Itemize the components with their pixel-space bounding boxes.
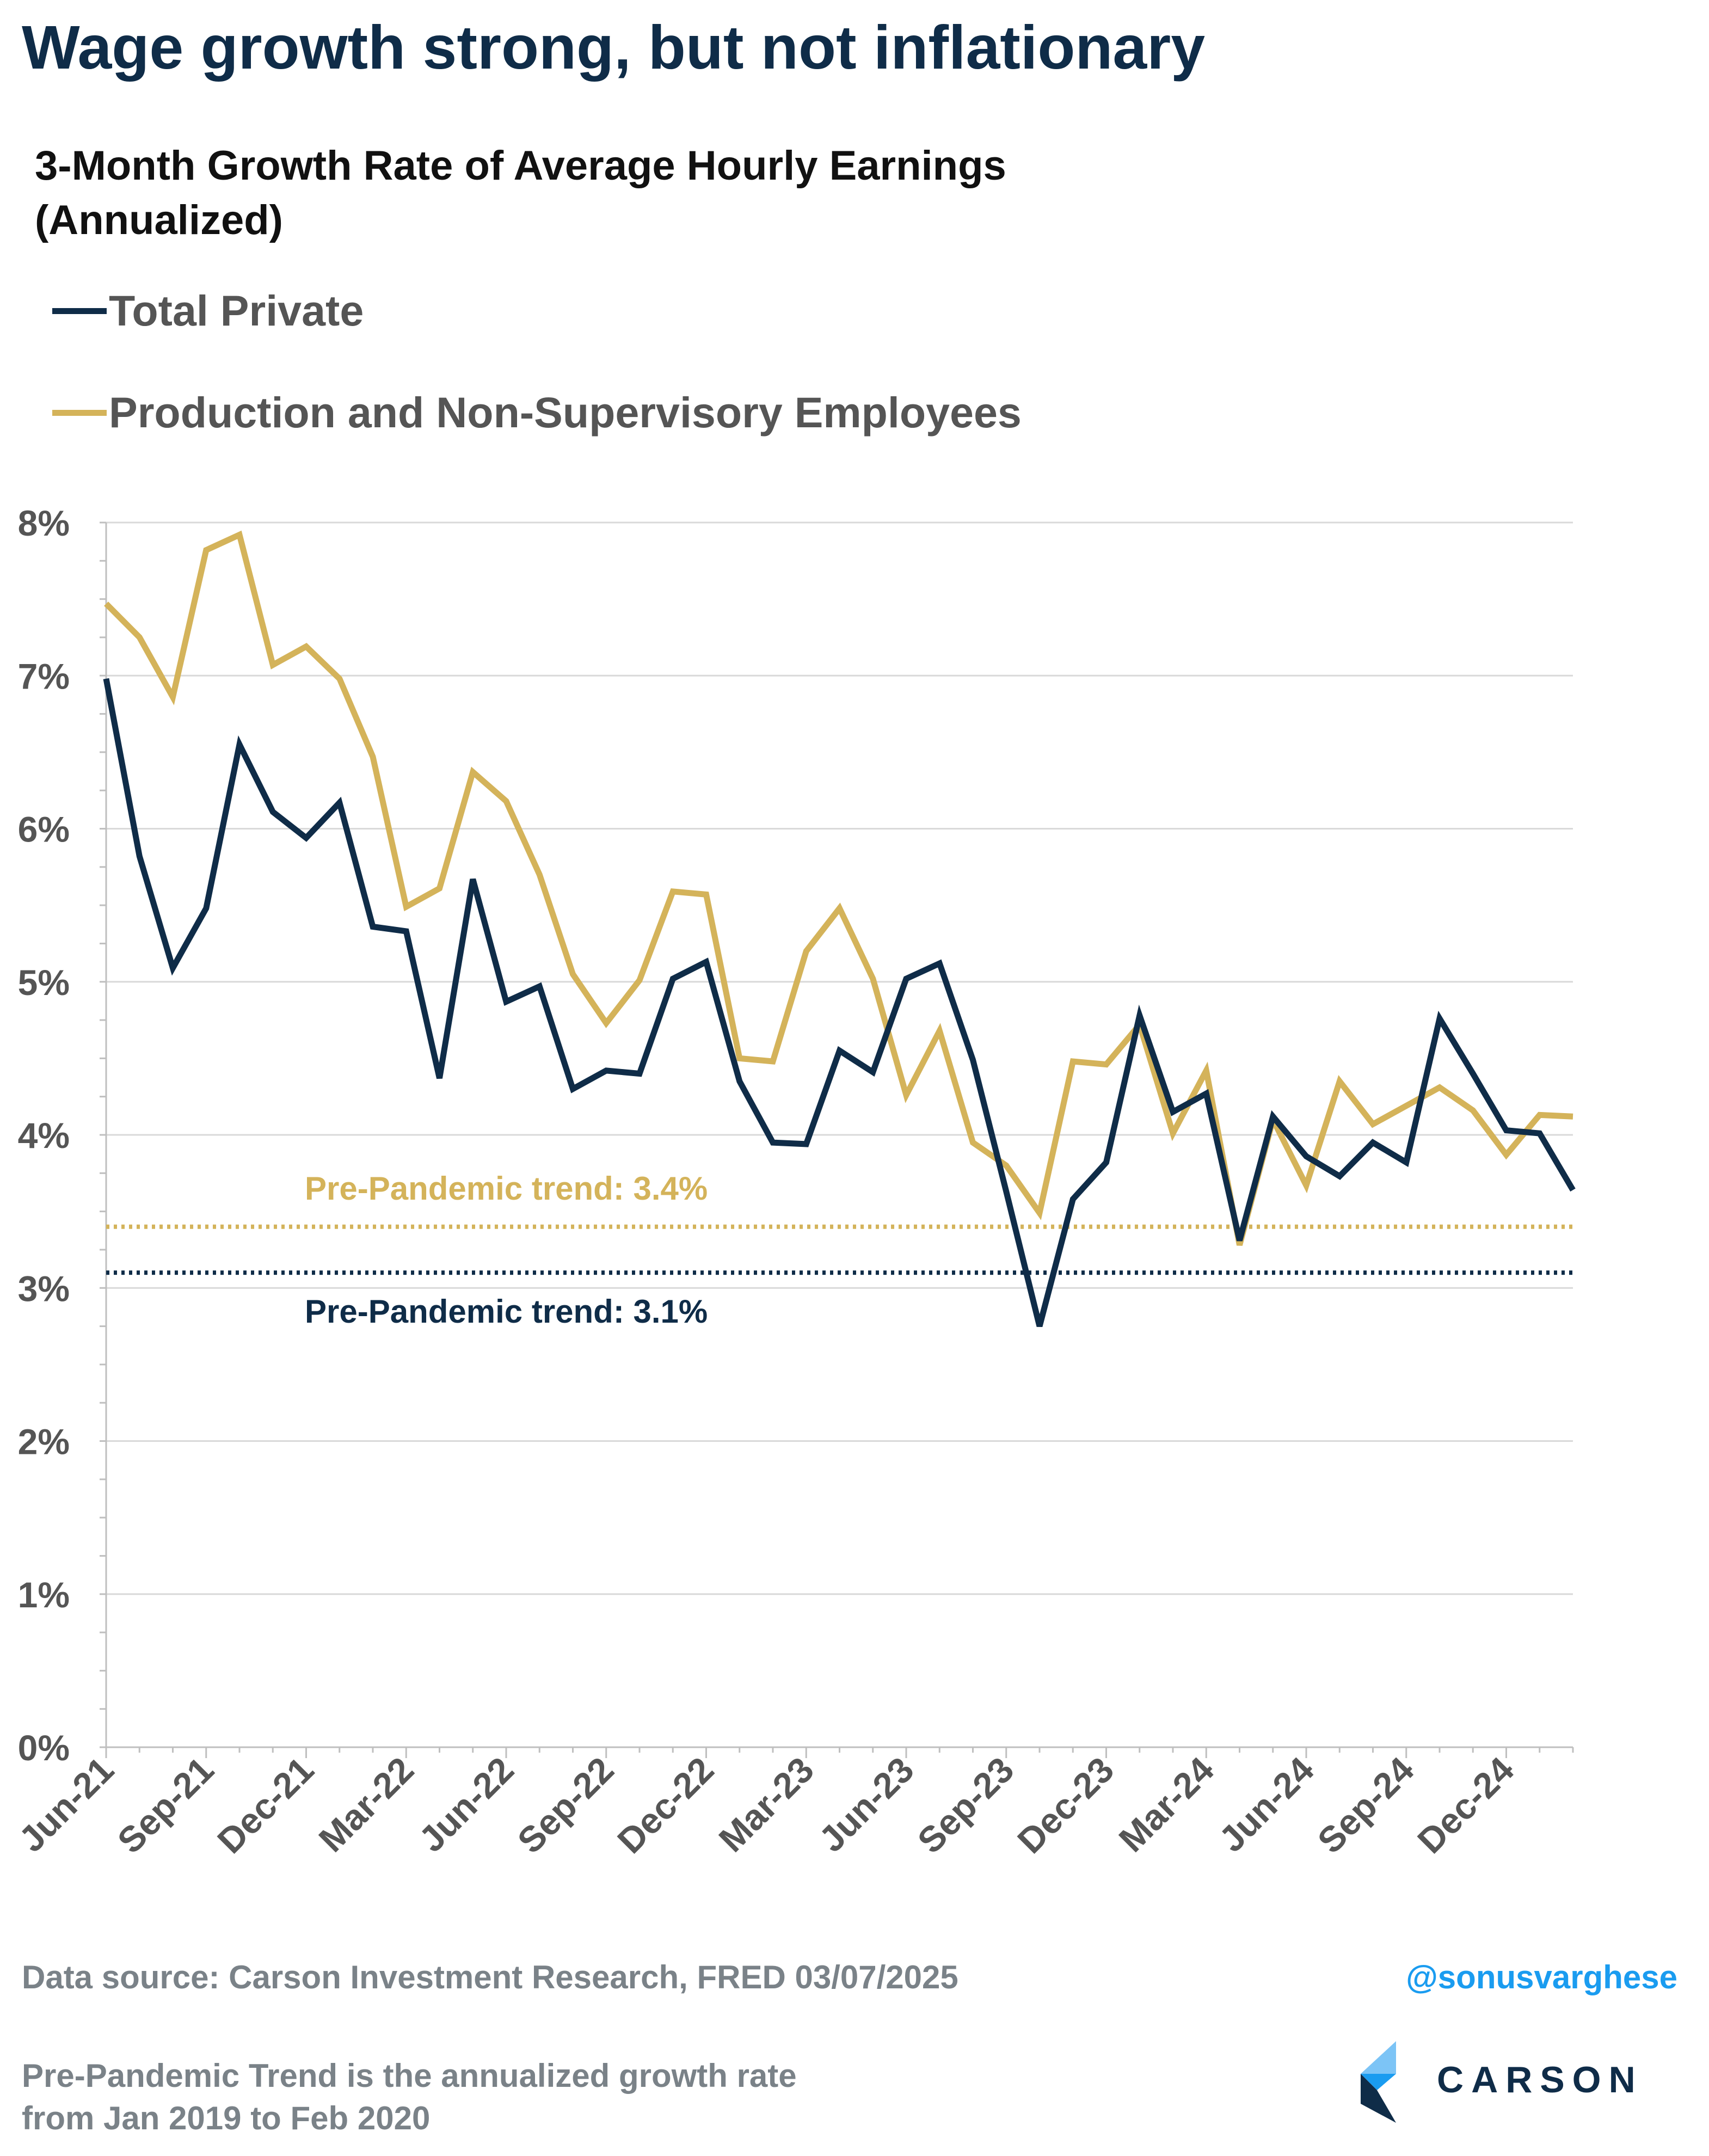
carson-logo: CARSON [1355,2036,1660,2128]
legend-swatch-production [52,409,107,416]
series-line-total-private [103,678,1576,1327]
series-lines [103,530,1576,1327]
tick-labels: 0%1%2%3%4%5%6%7%8%Jun-21Sep-21Dec-21Mar-… [11,503,1521,1861]
x-tick-label: Sep-24 [1310,1749,1422,1861]
x-tick-label: Sep-21 [109,1749,221,1861]
x-tick-label: Jun-23 [811,1749,921,1860]
data-source: Data source: Carson Investment Research,… [22,1959,958,1995]
reference-line-label: Pre-Pandemic trend: 3.4% [305,1170,708,1207]
chart-subtitle: 3-Month Growth Rate of Average Hourly Ea… [35,139,1006,248]
series-line-production [104,530,1573,1246]
grid-lines [106,521,1573,1595]
chart-title-line2: (Annualized) [35,197,283,243]
carson-wordmark: CARSON [1437,2059,1643,2100]
axes [100,521,1574,1758]
author-handle[interactable]: @sonusvarghese [1406,1959,1677,1995]
x-tick-label: Dec-21 [210,1749,321,1861]
y-tick-label: 8% [18,503,70,543]
x-tick-label: Dec-22 [610,1749,721,1861]
chart-title-line1: 3-Month Growth Rate of Average Hourly Ea… [35,143,1006,189]
y-tick-label: 3% [18,1268,70,1309]
reference-lines [106,1224,1573,1275]
page-title: Wage growth strong, but not inflationary [22,13,1206,82]
x-tick-label: Mar-24 [1111,1749,1221,1859]
x-tick-label: Sep-23 [909,1749,1021,1861]
legend-item-total-private: Total Private [52,286,364,336]
y-tick-label: 5% [18,962,70,1003]
x-tick-label: Dec-24 [1410,1749,1522,1861]
y-tick-label: 2% [18,1422,70,1462]
y-tick-label: 4% [18,1115,70,1156]
y-tick-label: 7% [18,656,70,696]
y-tick-label: 1% [18,1575,70,1615]
line-chart: 0%1%2%3%4%5%6%7%8%Jun-21Sep-21Dec-21Mar-… [11,503,1576,1861]
x-tick-label: Dec-23 [1010,1749,1121,1861]
y-tick-label: 0% [18,1728,70,1768]
legend-label-total-private: Total Private [109,286,364,335]
x-tick-label: Mar-22 [311,1749,421,1860]
legend-label-production: Production and Non-Supervisory Employees [109,388,1022,437]
reference-line-label: Pre-Pandemic trend: 3.1% [305,1293,708,1330]
footnote-line1: Pre-Pandemic Trend is the annualized gro… [22,2057,797,2094]
x-tick-label: Jun-22 [411,1749,521,1860]
footnote: Pre-Pandemic Trend is the annualized gro… [22,2055,797,2140]
y-tick-label: 6% [18,809,70,850]
legend-swatch-total-private [52,308,107,314]
x-tick-label: Mar-23 [711,1749,821,1860]
footnote-line2: from Jan 2019 to Feb 2020 [22,2100,431,2136]
x-tick-label: Jun-24 [1211,1749,1321,1859]
x-tick-label: Sep-22 [509,1749,621,1861]
carson-logo-icon [1361,2041,1396,2123]
legend-item-production: Production and Non-Supervisory Employees [52,388,1022,438]
